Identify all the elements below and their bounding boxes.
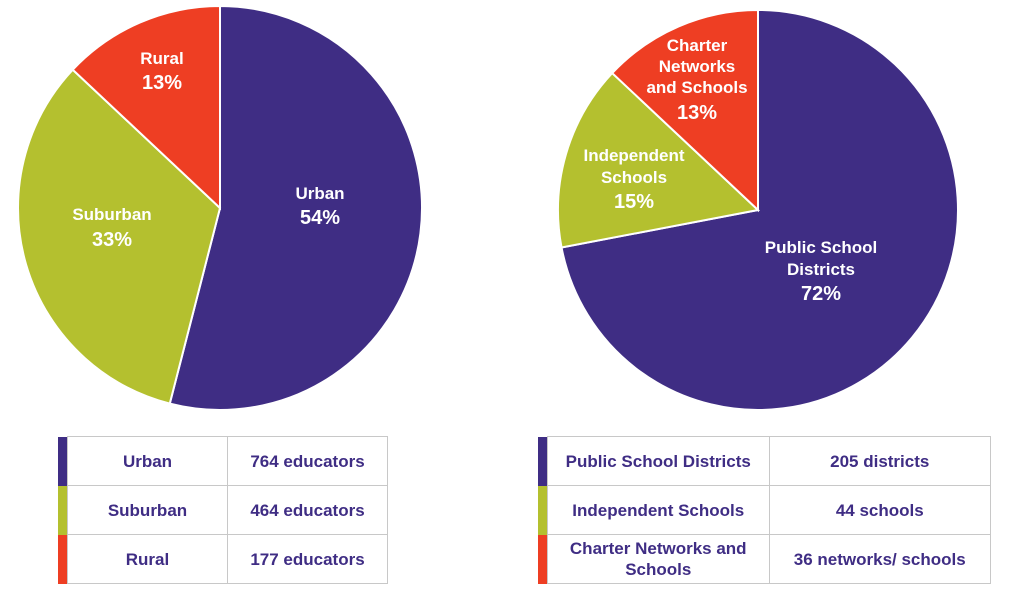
- table-row: Urban 764 educators: [58, 436, 388, 486]
- row-label: Independent Schools: [547, 485, 770, 535]
- slice-name-label: Networks: [659, 57, 736, 76]
- row-label: Public School Districts: [547, 436, 770, 486]
- row-count: 36 networks/ schools: [768, 534, 991, 584]
- slice-percent-label: 72%: [801, 283, 841, 305]
- charter-swatch: [538, 534, 548, 584]
- table-row: Independent Schools 44 schools: [538, 485, 991, 535]
- pie-slice-suburban: [17, 68, 222, 405]
- slice-percent-label: 13%: [142, 72, 182, 94]
- row-count: 464 educators: [227, 485, 388, 535]
- locale-table: Urban 764 educators Suburban 464 educato…: [58, 436, 388, 584]
- row-count: 764 educators: [227, 436, 388, 486]
- slice-name-label: Districts: [787, 260, 855, 279]
- independent-schools-swatch: [538, 485, 548, 535]
- slice-name-label: Urban: [295, 184, 344, 203]
- pie-charts: Urban 54% Suburban 33% Rural 13% Public School…: [17, 4, 959, 411]
- slice-name-label: Schools: [601, 168, 667, 187]
- slice-name-label: Public School: [765, 238, 877, 257]
- slice-name-label: and Schools: [646, 78, 747, 97]
- table-row: Rural 177 educators: [58, 534, 388, 584]
- row-count: 177 educators: [227, 534, 388, 584]
- row-count: 205 districts: [768, 436, 991, 486]
- row-label: Urban: [67, 436, 228, 486]
- slice-percent-label: 15%: [614, 191, 654, 213]
- public-districts-swatch: [538, 436, 548, 486]
- row-label: Rural: [67, 534, 228, 584]
- row-count: 44 schools: [768, 485, 991, 535]
- table-row: Public School Districts 205 districts: [538, 436, 991, 486]
- table-row: Suburban 464 educators: [58, 485, 388, 535]
- slice-name-label: Independent: [583, 146, 684, 165]
- table-row: Charter Networks and Schools 36 networks…: [538, 534, 991, 584]
- slice-name-label: Rural: [140, 49, 183, 68]
- slice-name-label: Charter: [667, 36, 728, 55]
- slice-name-label: Suburban: [72, 205, 151, 224]
- pie-slice-public-school-districts: [560, 8, 959, 411]
- school-type-table: Public School Districts 205 districts In…: [538, 436, 991, 584]
- row-label: Suburban: [67, 485, 228, 535]
- suburban-swatch: [58, 485, 68, 535]
- pie-slice-urban: [168, 4, 423, 411]
- slice-percent-label: 13%: [677, 102, 717, 124]
- pie-slice-charter-networks-and-schools: [610, 8, 759, 213]
- pie-slice-rural: [71, 4, 221, 211]
- rural-swatch: [58, 534, 68, 584]
- row-label: Charter Networks and Schools: [547, 534, 770, 584]
- urban-swatch: [58, 436, 68, 486]
- pie-slice-independent-schools: [557, 71, 761, 249]
- slice-percent-label: 33%: [92, 229, 132, 251]
- slice-percent-label: 54%: [300, 207, 340, 229]
